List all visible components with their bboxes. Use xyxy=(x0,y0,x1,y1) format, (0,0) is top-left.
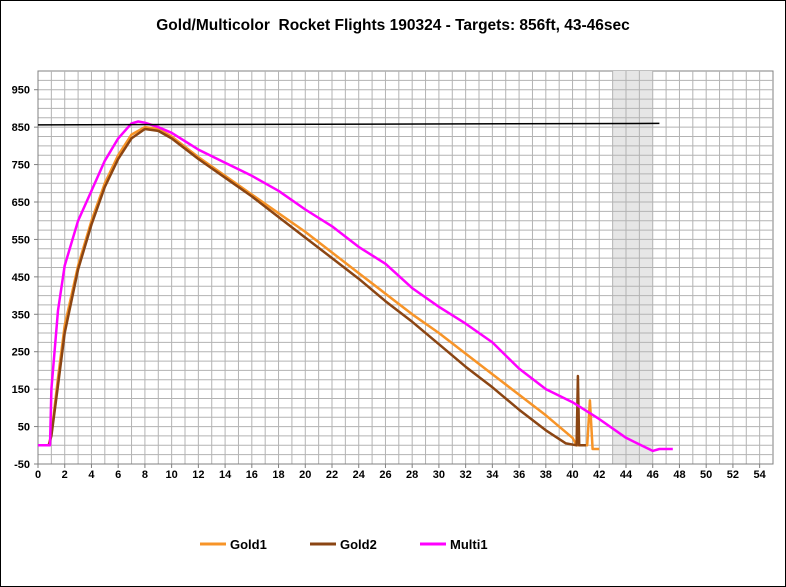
y-tick-label: 950 xyxy=(12,85,30,97)
legend-label-multi1: Multi1 xyxy=(450,537,488,552)
y-tick-label: 850 xyxy=(12,122,30,134)
x-tick-label: 0 xyxy=(35,469,41,481)
series-line-multi1 xyxy=(38,120,673,453)
x-tick-label: 42 xyxy=(593,469,605,481)
x-tick-label: 54 xyxy=(754,469,767,481)
x-tick-label: 52 xyxy=(727,469,739,481)
x-tick-label: 8 xyxy=(142,469,148,481)
x-tick-label: 46 xyxy=(647,469,659,481)
y-tick-label: 650 xyxy=(12,197,30,209)
x-tick-label: 28 xyxy=(406,469,418,481)
y-tick-label: 750 xyxy=(12,160,30,172)
y-tick-label: 50 xyxy=(18,422,30,434)
x-tick-label: 24 xyxy=(353,469,366,481)
x-tick-label: 26 xyxy=(379,469,391,481)
x-tick-label: 38 xyxy=(540,469,552,481)
x-tick-label: 30 xyxy=(433,469,445,481)
x-tick-label: 4 xyxy=(88,469,95,481)
target-altitude-line xyxy=(37,122,660,126)
chart-title: Gold/Multicolor Rocket Flights 190324 - … xyxy=(156,17,630,34)
x-tick-label: 34 xyxy=(486,469,499,481)
y-tick-label: -50 xyxy=(14,459,30,471)
y-tick-label: 250 xyxy=(12,347,30,359)
x-tick-label: 40 xyxy=(566,469,578,481)
y-tick-label: 550 xyxy=(12,234,30,246)
x-tick-label: 18 xyxy=(272,469,284,481)
legend-label-gold2: Gold2 xyxy=(340,537,377,552)
x-tick-label: 16 xyxy=(246,469,258,481)
x-tick-label: 32 xyxy=(460,469,472,481)
y-tick-label: 350 xyxy=(12,309,30,321)
x-tick-label: 10 xyxy=(166,469,178,481)
x-tick-label: 12 xyxy=(192,469,204,481)
y-tick-label: 150 xyxy=(12,384,30,396)
x-tick-label: 50 xyxy=(700,469,712,481)
x-tick-label: 48 xyxy=(673,469,685,481)
x-tick-label: 22 xyxy=(326,469,338,481)
series-line-gold2 xyxy=(38,127,586,447)
y-tick-label: 450 xyxy=(12,272,30,284)
x-tick-label: 36 xyxy=(513,469,525,481)
x-tick-label: 20 xyxy=(299,469,311,481)
x-tick-label: 14 xyxy=(219,469,232,481)
x-tick-label: 6 xyxy=(115,469,121,481)
legend-label-gold1: Gold1 xyxy=(230,537,267,552)
x-tick-label: 2 xyxy=(62,469,68,481)
x-tick-label: 44 xyxy=(620,469,633,481)
